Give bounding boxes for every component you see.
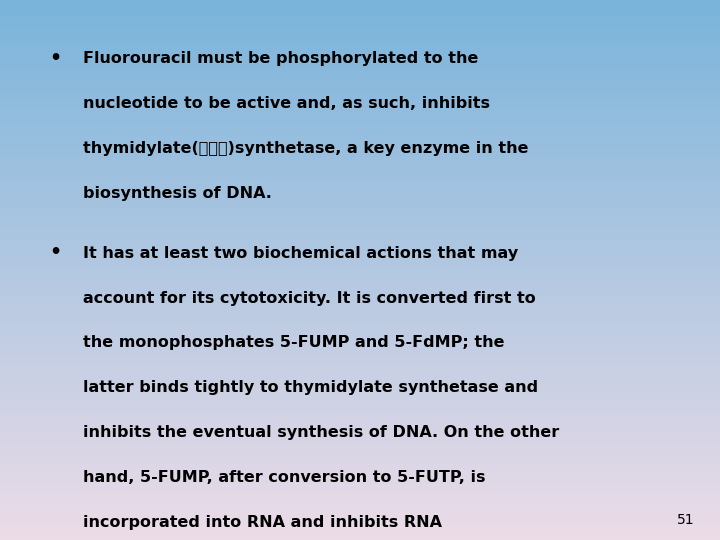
Text: •: •: [49, 49, 61, 68]
Text: account for its cytotoxicity. It is converted first to: account for its cytotoxicity. It is conv…: [83, 291, 536, 306]
Text: incorporated into RNA and inhibits RNA: incorporated into RNA and inhibits RNA: [83, 515, 442, 530]
Text: •: •: [49, 243, 61, 262]
Text: nucleotide to be active and, as such, inhibits: nucleotide to be active and, as such, in…: [83, 96, 490, 111]
Text: It has at least two biochemical actions that may: It has at least two biochemical actions …: [83, 246, 518, 261]
Text: inhibits the eventual synthesis of DNA. On the other: inhibits the eventual synthesis of DNA. …: [83, 425, 559, 440]
Text: thymidylate(胸苷酸)synthetase, a key enzyme in the: thymidylate(胸苷酸)synthetase, a key enzyme…: [83, 141, 528, 156]
Text: the monophosphates 5-FUMP and 5-FdMP; the: the monophosphates 5-FUMP and 5-FdMP; th…: [83, 335, 504, 350]
Text: hand, 5-FUMP, after conversion to 5-FUTP, is: hand, 5-FUMP, after conversion to 5-FUTP…: [83, 470, 485, 485]
Text: 51: 51: [678, 512, 695, 526]
Text: latter binds tightly to thymidylate synthetase and: latter binds tightly to thymidylate synt…: [83, 380, 538, 395]
Text: biosynthesis of DNA.: biosynthesis of DNA.: [83, 186, 271, 201]
Text: Fluorouracil must be phosphorylated to the: Fluorouracil must be phosphorylated to t…: [83, 51, 478, 66]
